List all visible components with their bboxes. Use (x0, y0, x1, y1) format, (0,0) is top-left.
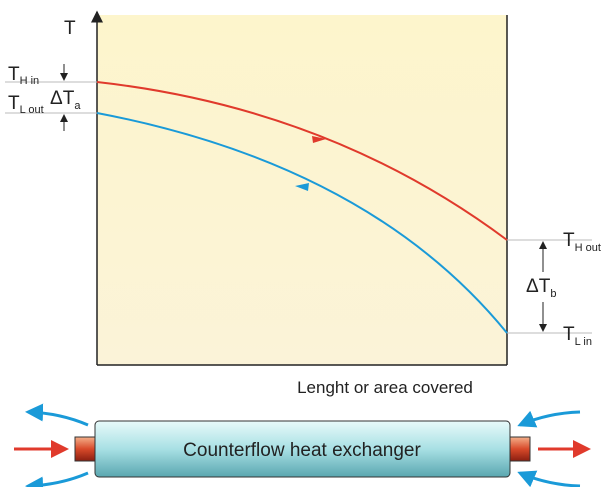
hot-curve (96, 81, 508, 241)
guide-lines (5, 81, 592, 334)
label-l-in: TL in (563, 324, 592, 348)
cold-out-arrow-bottom (25, 471, 89, 487)
label-part: L in (575, 336, 592, 348)
label-part: b (550, 288, 556, 300)
inlet-stub (74, 436, 98, 462)
label-part: H in (20, 75, 40, 87)
cold-out-arrow-top (25, 403, 89, 427)
label-part: ΔT (526, 276, 551, 297)
label-part: T (563, 230, 575, 251)
cold-arrow (295, 183, 309, 191)
plot-area (97, 15, 507, 365)
exchanger-label: Counterflow heat exchanger (183, 440, 421, 461)
label-part: L out (20, 104, 44, 116)
cold-curve (96, 112, 508, 334)
label-part: T (8, 64, 20, 85)
hot-arrow (312, 136, 326, 143)
cold-in-arrow-bottom (517, 470, 581, 487)
exchanger: Counterflow heat exchanger (14, 403, 591, 487)
tube (94, 420, 511, 478)
plot: T Lenght or area covered TH in TL out ΔT… (5, 10, 601, 397)
outlet-stub (507, 436, 531, 462)
cold-in-arrow-top (517, 410, 581, 428)
label-h-in: TH in (8, 64, 39, 87)
label-part: ΔT (50, 88, 75, 109)
x-label: Lenght or area covered (297, 378, 473, 397)
label-part: H out (575, 242, 601, 254)
delta-b: ΔTb (526, 276, 556, 300)
label-h-out: TH out (563, 230, 601, 254)
label-part: T (8, 93, 20, 114)
y-label: T (64, 18, 76, 39)
label-part: a (74, 100, 81, 112)
label-l-out: TL out (8, 93, 44, 116)
label-part: T (563, 324, 575, 345)
delta-a: ΔTa (50, 88, 81, 112)
